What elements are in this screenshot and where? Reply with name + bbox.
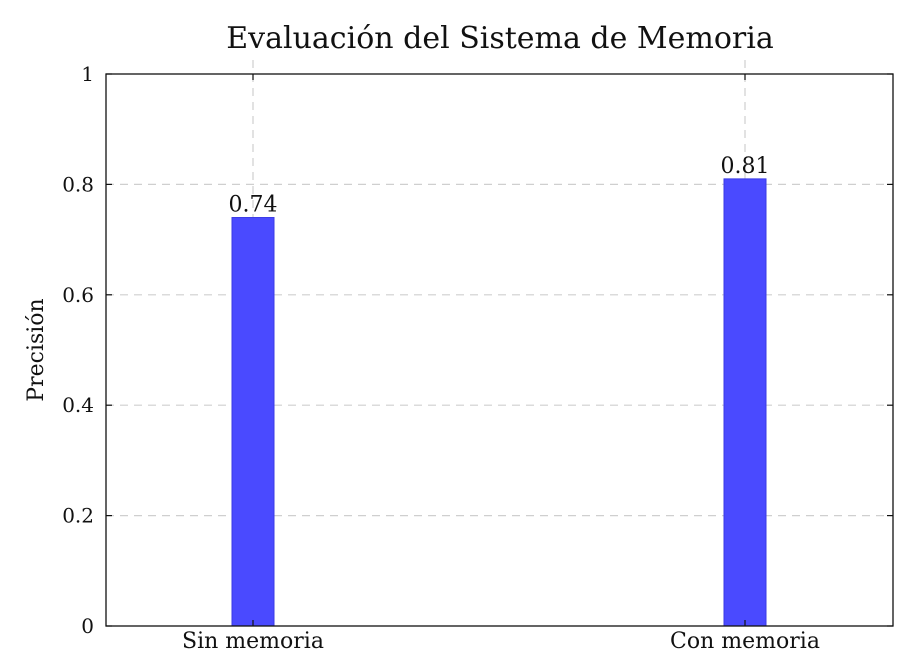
y-tick-label: 0.8 — [62, 172, 94, 196]
bar-value-label: 0.74 — [229, 193, 278, 218]
plot-frame — [105, 73, 894, 627]
chart-title: Evaluación del Sistema de Memoria — [226, 21, 774, 56]
y-axis-label: Precisión — [24, 298, 49, 401]
grid-lines — [106, 60, 893, 626]
y-tick-label: 0 — [81, 614, 94, 638]
y-tick-label: 1 — [81, 62, 94, 86]
x-tick-label: Con memoria — [670, 629, 820, 654]
value-labels: 0.74 0.81 — [229, 154, 770, 218]
bar — [231, 217, 275, 627]
y-tick-label: 0.2 — [62, 504, 94, 528]
bar-value-label: 0.81 — [721, 154, 770, 179]
y-tick-label: 0.6 — [62, 283, 94, 307]
axis-ticks — [106, 73, 893, 627]
x-tick-labels: Sin memoria Con memoria — [182, 629, 820, 654]
x-tick-label: Sin memoria — [182, 629, 324, 654]
y-tick-labels: 0 0.2 0.4 0.6 0.8 1 — [62, 62, 94, 638]
bars — [231, 178, 767, 627]
y-tick-label: 0.4 — [62, 393, 94, 417]
bar — [723, 178, 767, 627]
